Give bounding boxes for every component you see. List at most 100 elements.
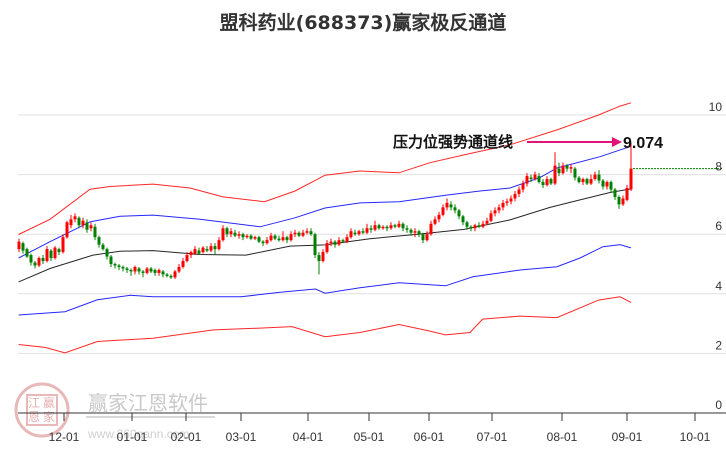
watermark-seal-char: 家	[43, 409, 55, 424]
lower-inner-band	[18, 244, 632, 316]
candle-down	[361, 231, 365, 233]
candle-down	[461, 216, 465, 223]
candle-up	[69, 219, 73, 226]
candle-down	[169, 275, 173, 278]
candle-down	[117, 265, 121, 267]
candle-down	[277, 238, 281, 241]
candle-down	[317, 255, 321, 262]
candle-down	[49, 250, 53, 259]
x-tick-label: 02-01	[171, 430, 202, 444]
y-tick-label: 10	[709, 100, 723, 114]
candle-down	[613, 189, 617, 197]
candle-down	[241, 234, 245, 238]
x-tick-label: 07-01	[477, 430, 508, 444]
candle-down	[617, 196, 621, 205]
candle-down	[85, 222, 89, 230]
candle-down	[125, 268, 129, 270]
candle-down	[453, 207, 457, 211]
candle-up	[481, 223, 485, 227]
candle-up	[373, 225, 377, 230]
candle-up	[345, 237, 349, 242]
candle-up	[301, 232, 305, 236]
candle-down	[369, 228, 373, 230]
candle-up	[17, 241, 21, 250]
y-tick-label: 8	[715, 160, 722, 174]
x-tick-label: 08-01	[547, 430, 578, 444]
candle-up	[45, 249, 49, 262]
candle-up	[281, 237, 285, 241]
y-tick-label: 6	[715, 219, 722, 233]
candle-down	[297, 232, 301, 236]
candle-up	[201, 247, 205, 253]
candle-down	[41, 258, 45, 262]
x-tick-label: 12-01	[49, 430, 80, 444]
upper-inner-band	[18, 145, 632, 259]
candle-up	[521, 183, 525, 190]
candle-up	[397, 223, 401, 227]
candle-down	[213, 246, 217, 250]
candle-down	[149, 268, 153, 272]
candle-up	[545, 179, 549, 186]
candle-up	[133, 266, 137, 272]
candle-up	[289, 234, 293, 241]
watermark-seal-char: 恩	[28, 410, 40, 424]
candle-up	[533, 174, 537, 180]
y-axis: 0 2 4 6 8 10	[709, 100, 723, 412]
candle-up	[625, 188, 629, 200]
candle-down	[549, 179, 553, 184]
y-tick-label: 2	[715, 338, 722, 352]
grid-lines	[18, 114, 726, 354]
candle-up	[473, 225, 477, 229]
candle-up	[605, 182, 609, 187]
candle-down	[165, 274, 169, 276]
x-tick-label: 09-01	[612, 430, 643, 444]
candle-down	[101, 244, 105, 250]
candle-up	[81, 220, 85, 226]
candle-down	[225, 228, 229, 235]
candle-up	[485, 220, 489, 224]
candle-up	[501, 202, 505, 208]
candle-up	[245, 235, 249, 238]
candle-up	[89, 225, 93, 229]
candle-up	[525, 176, 529, 184]
x-tick-label: 01-01	[117, 430, 148, 444]
candle-up	[329, 241, 333, 244]
channel-bands	[18, 102, 632, 354]
x-tick-label: 10-01	[680, 430, 711, 444]
candle-down	[141, 271, 145, 273]
lower-outer-band	[18, 296, 632, 354]
watermark-brand: 赢家江恩软件	[88, 391, 208, 415]
candle-up	[209, 246, 213, 251]
candle-down	[309, 231, 313, 235]
candle-up	[621, 198, 625, 205]
candle-up	[517, 189, 521, 194]
candle-down	[205, 249, 209, 251]
candle-up	[357, 231, 361, 235]
y-tick-label: 0	[715, 398, 722, 412]
candle-up	[505, 201, 509, 203]
candle-up	[349, 231, 353, 238]
candle-down	[105, 249, 109, 257]
candle-down	[469, 226, 473, 229]
candle-down	[609, 182, 613, 190]
candle-up	[53, 247, 57, 259]
candle-up	[433, 219, 437, 224]
candle-up	[321, 252, 325, 262]
candle-down	[557, 168, 561, 174]
candle-down	[465, 222, 469, 227]
candle-up	[561, 165, 565, 174]
candle-down	[401, 223, 405, 229]
candle-down	[457, 210, 461, 217]
candle-up	[569, 167, 573, 169]
candle-up	[253, 237, 257, 239]
pressure-annotation: 压力位强势通道线 9.074	[393, 133, 663, 152]
candle-up	[185, 255, 189, 262]
x-tick-label: 06-01	[414, 430, 445, 444]
candle-up	[589, 179, 593, 184]
candle-down	[21, 243, 25, 251]
candle-down	[33, 262, 37, 266]
candle-down	[385, 226, 389, 229]
candle-down	[273, 235, 277, 239]
candle-down	[57, 249, 61, 253]
candle-up	[445, 202, 449, 208]
